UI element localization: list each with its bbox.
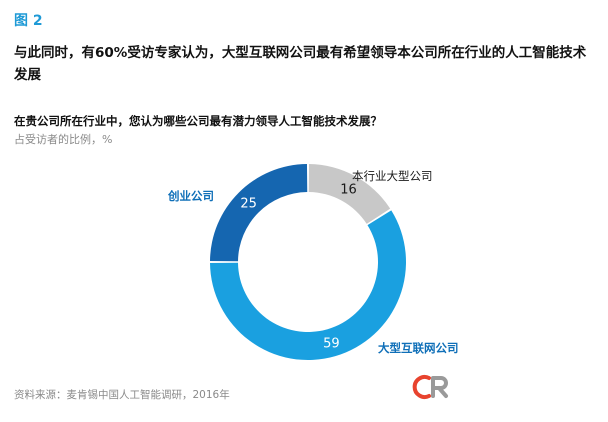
slice-category-label: 创业公司 xyxy=(167,189,214,203)
slice-category-label: 大型互联网公司 xyxy=(378,341,459,355)
slice-value-label: 59 xyxy=(323,337,340,352)
source-note: 资料来源：麦肯锡中国人工智能调研，2016年 xyxy=(14,389,230,401)
figure-label: 图 2 xyxy=(14,13,43,29)
slice-value-label: 16 xyxy=(340,182,357,197)
survey-question: 在贵公司所在行业中，您认为哪些公司最有潜力领导人工智能技术发展？ xyxy=(14,114,382,128)
donut-slice xyxy=(308,164,391,224)
headline: 与此同时，有60%受访专家认为，大型互联网公司最有希望领导本公司所在行业的人工智… xyxy=(14,45,587,83)
slice-value-label: 25 xyxy=(240,197,257,212)
donut-slice xyxy=(210,164,308,262)
slice-category-label: 本行业大型公司 xyxy=(352,169,433,183)
cr-logo-icon xyxy=(412,375,448,399)
unit-note: 占受访者的比例，% xyxy=(14,133,113,146)
donut-slice xyxy=(210,210,406,360)
